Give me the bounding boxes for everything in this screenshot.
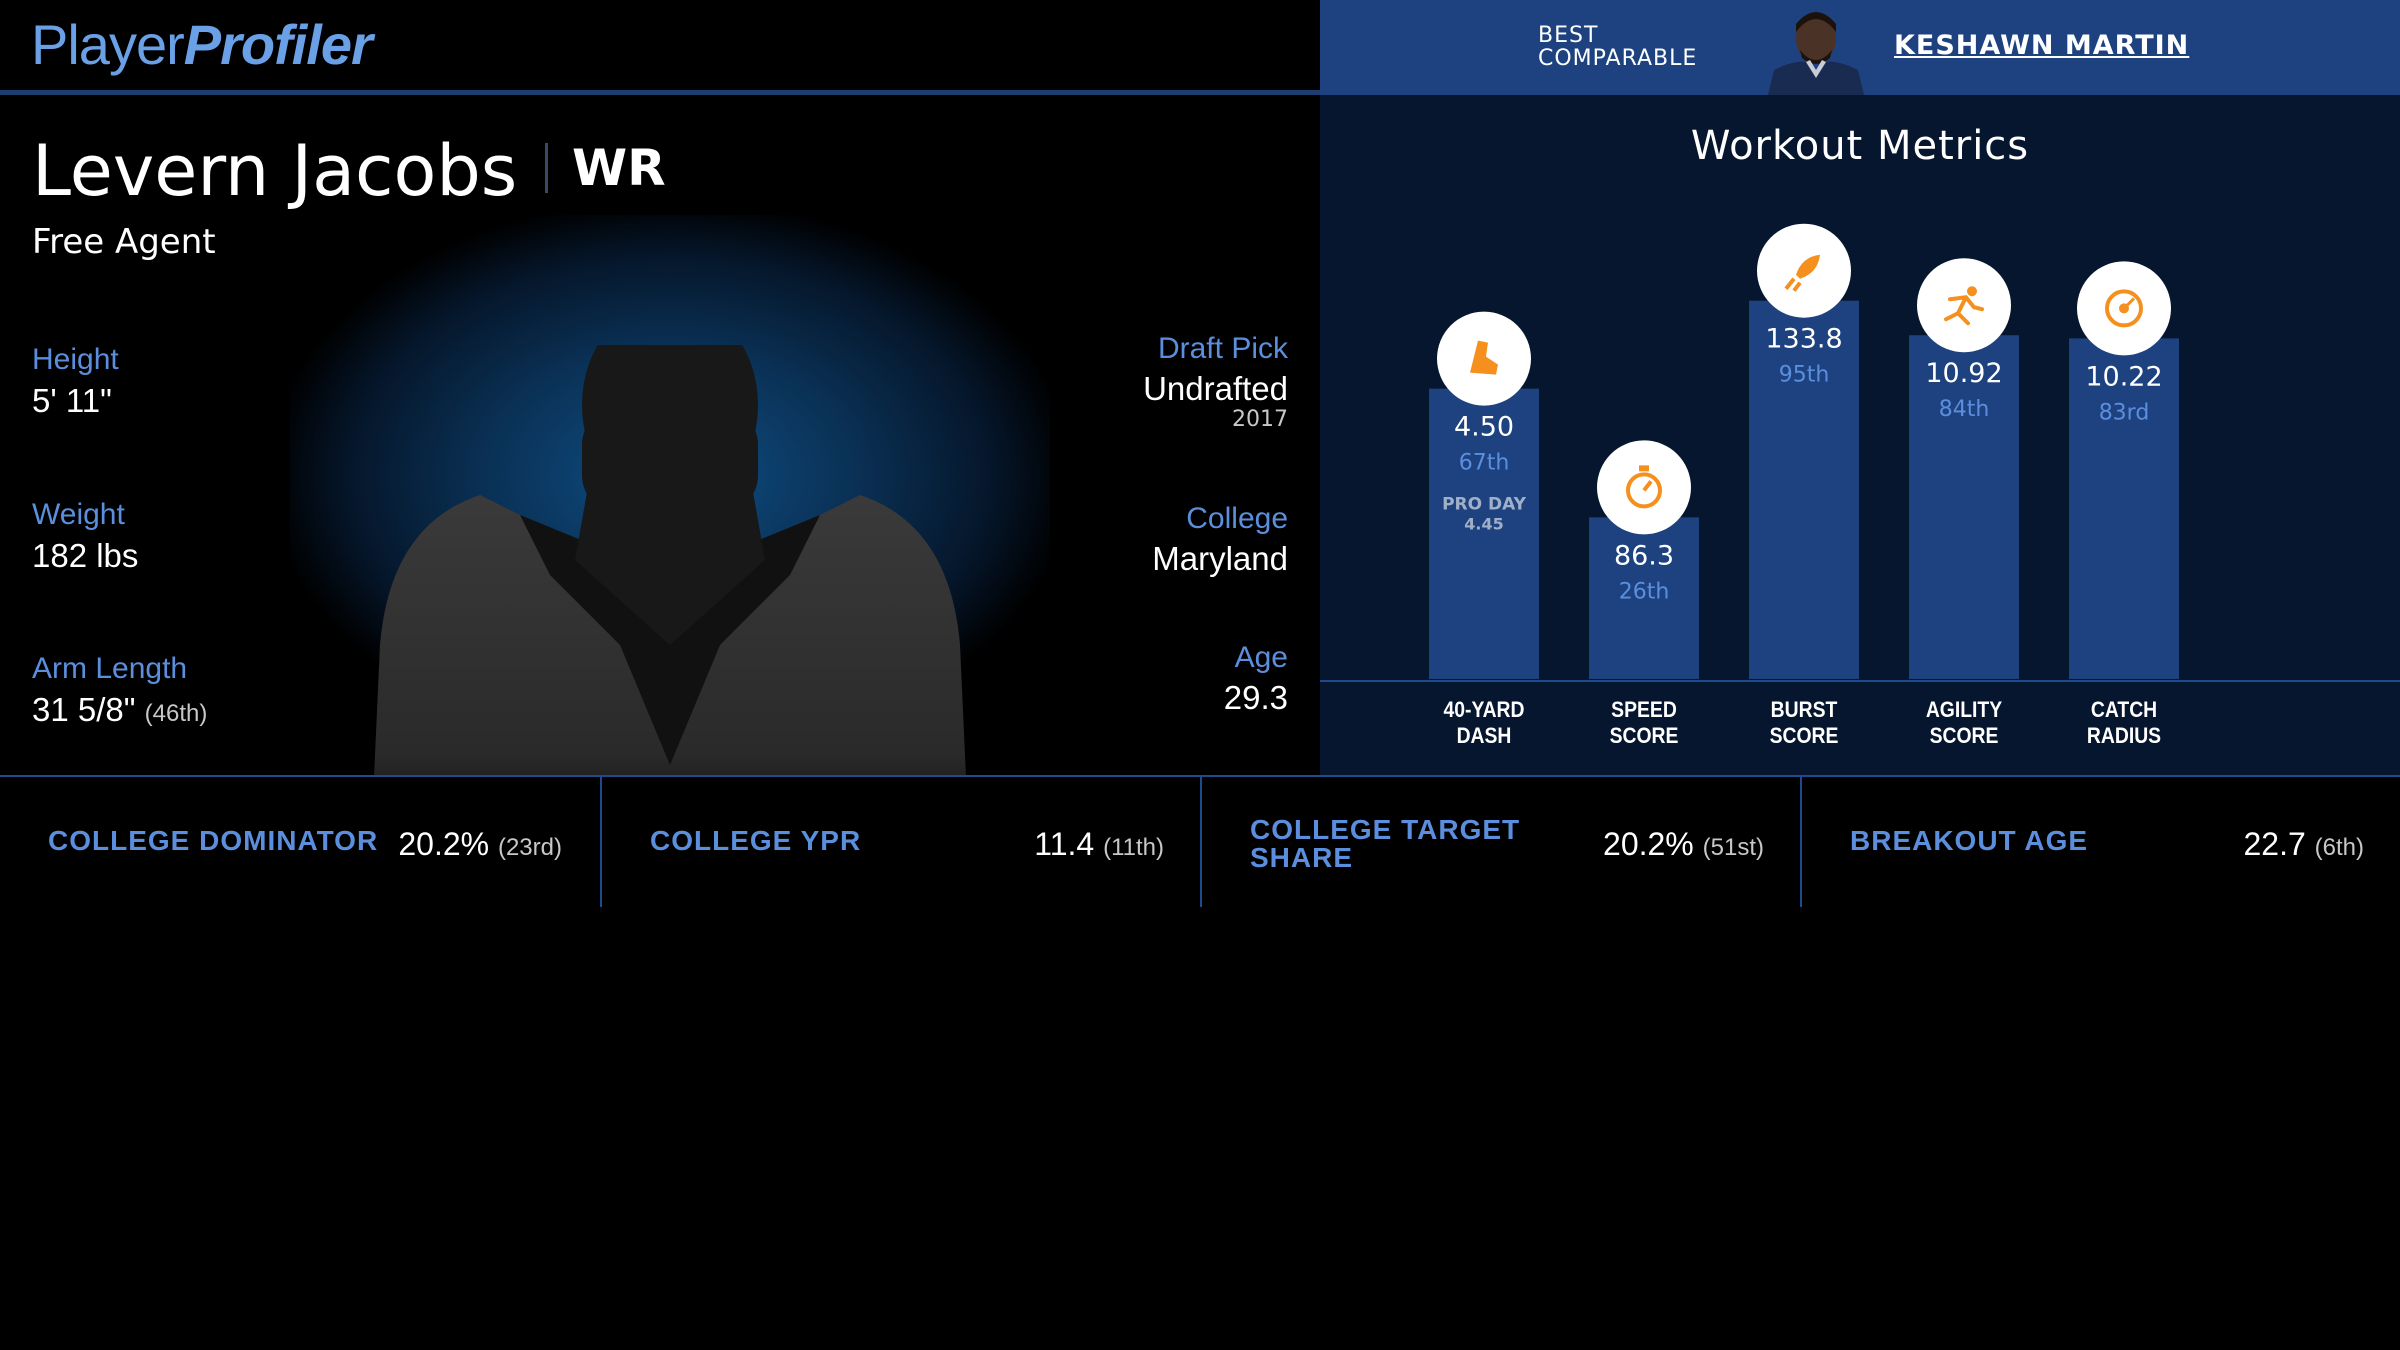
metric-value: 4.50 — [1454, 412, 1514, 443]
chart-baseline — [1320, 680, 2400, 682]
metric-category-label: SPEED — [1611, 698, 1677, 722]
arm-length-value: 31 5/8" (46th) — [32, 691, 208, 728]
metric-bar — [1909, 335, 2019, 679]
college-label: College — [1186, 502, 1288, 535]
draft-pick-value: Undrafted — [1143, 370, 1288, 407]
player-silhouette — [370, 300, 970, 775]
target-icon — [2105, 289, 2143, 328]
stat-value: 20.2% (51st) — [1603, 826, 1764, 862]
player-profile-panel: Levern Jacobs WR Free Agent Height 5' 11… — [0, 95, 1320, 775]
shoe-icon — [1470, 340, 1498, 375]
college-stats-strip: COLLEGE DOMINATOR 20.2% (23rd) COLLEGE Y… — [0, 775, 2400, 907]
stat-value: 11.4 (11th) — [1034, 826, 1164, 862]
age-label: Age — [1234, 641, 1288, 674]
metric-value: 86.3 — [1614, 540, 1674, 571]
metric-category-label: AGILITY — [1926, 698, 2003, 722]
best-comparable-bar: BEST COMPARABLE KESHAWN MARTIN — [1320, 0, 2400, 95]
metric-bar — [1589, 517, 1699, 679]
metric-bar — [1429, 388, 1539, 679]
stat-label: COLLEGE TARGET SHARE — [1250, 814, 1521, 873]
rocket-icon — [1784, 254, 1820, 292]
metric-category-label: 40-YARD — [1443, 698, 1524, 722]
top-bar: PlayerProfiler — [0, 0, 1320, 95]
player-team: Free Agent — [32, 222, 216, 262]
metric-percentile: 26th — [1619, 579, 1670, 604]
metric-value: 10.92 — [1925, 358, 2002, 389]
workout-metrics-title: Workout Metrics — [1690, 123, 2030, 169]
height-label: Height — [32, 343, 119, 376]
metric-note: PRO DAY — [1442, 495, 1527, 515]
stat-breakout-age: BREAKOUT AGE 22.7 (6th) — [1800, 777, 2400, 907]
draft-pick-label: Draft Pick — [1157, 332, 1288, 365]
arm-length-label: Arm Length — [32, 652, 188, 685]
stat-college-target-share: COLLEGE TARGET SHARE 20.2% (51st) — [1200, 777, 1800, 907]
stat-label: COLLEGE DOMINATOR — [48, 825, 379, 856]
metric-value: 133.8 — [1765, 324, 1842, 355]
metric-category-label: SCORE — [1610, 724, 1679, 748]
stat-value: 20.2% (23rd) — [398, 826, 562, 862]
weight-value: 182 lbs — [32, 537, 139, 574]
age-value: 29.3 — [1223, 679, 1288, 716]
metric-value: 10.22 — [2085, 361, 2162, 392]
metric-percentile: 67th — [1459, 451, 1510, 476]
stat-label: BREAKOUT AGE — [1850, 825, 2089, 856]
draft-year: 2017 — [1232, 407, 1288, 432]
stat-college-dominator: COLLEGE DOMINATOR 20.2% (23rd) — [0, 777, 598, 907]
best-comparable-label: BEST COMPARABLE — [1538, 23, 1698, 71]
player-profiler-logo[interactable]: PlayerProfiler — [31, 13, 373, 76]
player-name: Levern Jacobs — [32, 130, 518, 212]
stat-college-ypr: COLLEGE YPR 11.4 (11th) — [600, 777, 1200, 907]
metric-category-label: DASH — [1457, 724, 1512, 748]
metric-category-label: BURST — [1771, 698, 1838, 722]
workout-metrics-panel: Workout Metrics 4.50 67th PRO DAY 4.45 40-YA… — [1320, 95, 2400, 775]
metric-note-value: 4.45 — [1464, 515, 1503, 534]
comparable-player-link[interactable]: KESHAWN MARTIN — [1894, 30, 2190, 61]
college-value: Maryland — [1152, 540, 1288, 577]
metric-bar — [2069, 338, 2179, 679]
metric-category-label: SCORE — [1930, 724, 1999, 748]
stat-label: COLLEGE YPR — [650, 825, 862, 856]
metric-category-label: CATCH — [2091, 698, 2157, 722]
metric-percentile: 83rd — [2099, 400, 2150, 425]
metric-percentile: 84th — [1939, 397, 1990, 422]
comparable-player-photo — [1758, 4, 1874, 95]
runner-icon — [1944, 286, 1984, 326]
metric-category-label: SCORE — [1770, 724, 1839, 748]
player-position: WR — [572, 139, 666, 197]
name-divider — [545, 143, 548, 193]
height-value: 5' 11" — [32, 382, 112, 419]
metric-category-label: RADIUS — [2087, 724, 2161, 748]
stat-value: 22.7 (6th) — [2243, 826, 2364, 862]
weight-label: Weight — [32, 498, 125, 531]
metric-percentile: 95th — [1779, 363, 1830, 388]
metric-bar — [1749, 300, 1859, 679]
stopwatch-icon — [1626, 465, 1662, 509]
